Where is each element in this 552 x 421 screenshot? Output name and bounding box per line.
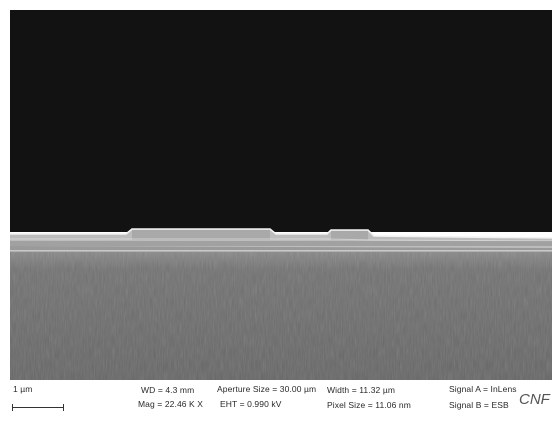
scale-bar [12,404,64,411]
logo-clip: CNF [519,380,552,421]
substrate-texture [10,250,552,380]
sem-micrograph [10,10,552,380]
interface-highlight [10,250,552,252]
scale-bar-label: 1 µm [13,384,33,394]
magnification: Mag = 22.46 K X [138,399,204,409]
vacuum-region [10,10,552,232]
signal-a: Signal A = InLens [449,384,517,394]
facility-logo: CNF [519,391,550,408]
film-top-edge [10,228,552,239]
eht-voltage: EHT = 0.990 kV [220,399,282,409]
working-distance: WD = 4.3 mm [141,385,195,395]
raised-pad-2 [331,231,368,240]
raised-pad-1 [132,230,270,240]
aperture-size: Aperture Size = 30.00 µm [217,384,317,394]
interface-layer [10,246,552,252]
signal-b: Signal B = ESB [449,400,509,410]
pixel-size: Pixel Size = 11.06 nm [327,400,411,410]
image-width: Width = 11.32 µm [327,385,395,395]
sem-info-bar: 1 µm WD = 4.3 mm Mag = 22.46 K X Apertur… [0,380,552,421]
